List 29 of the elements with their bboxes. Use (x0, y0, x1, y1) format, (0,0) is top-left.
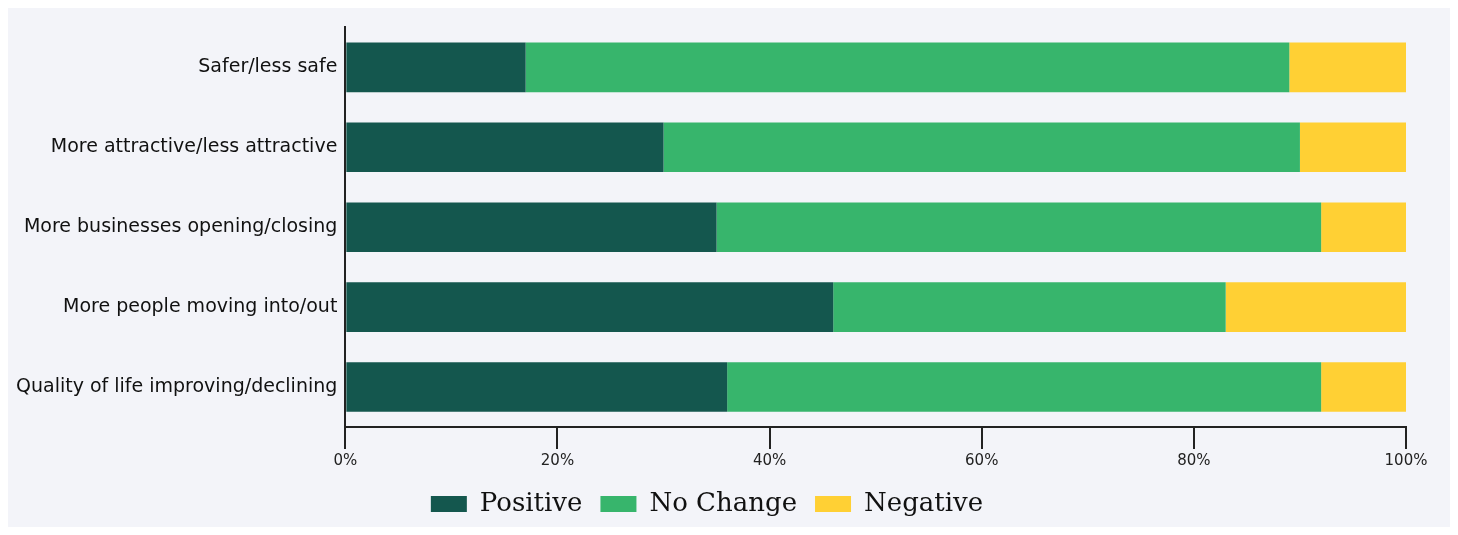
bar (1321, 202, 1406, 252)
bar (1289, 42, 1406, 93)
bar (663, 122, 1300, 173)
x-tick-label: 100% (1384, 450, 1428, 469)
legend-label: Positive (479, 486, 583, 517)
bar (346, 122, 664, 173)
y-tick-label: More people moving into/out (63, 294, 338, 317)
x-tick-label: 60% (965, 450, 999, 469)
bar (727, 362, 1322, 412)
legend-label: Negative (864, 486, 984, 517)
y-tick-label: Safer/less safe (198, 54, 338, 77)
x-tick-label: 0% (333, 450, 358, 469)
bar (716, 202, 1322, 252)
bar (346, 42, 526, 93)
bar (346, 202, 717, 252)
bar (525, 42, 1290, 93)
y-tick-label: Quality of life improving/declining (15, 373, 338, 396)
legend-label: No Change (649, 486, 798, 517)
bar (1299, 122, 1406, 173)
bar (1321, 362, 1406, 412)
x-tick-label: 20% (540, 450, 575, 469)
bar (1225, 282, 1406, 332)
x-tick-label: 80% (1177, 450, 1211, 469)
y-tick-label: More businesses opening/closing (23, 214, 338, 237)
bar (346, 282, 834, 332)
bar (833, 282, 1226, 332)
bar (346, 362, 728, 412)
x-tick-label: 40% (752, 450, 787, 469)
y-tick-label: More attractive/less attractive (50, 134, 338, 157)
